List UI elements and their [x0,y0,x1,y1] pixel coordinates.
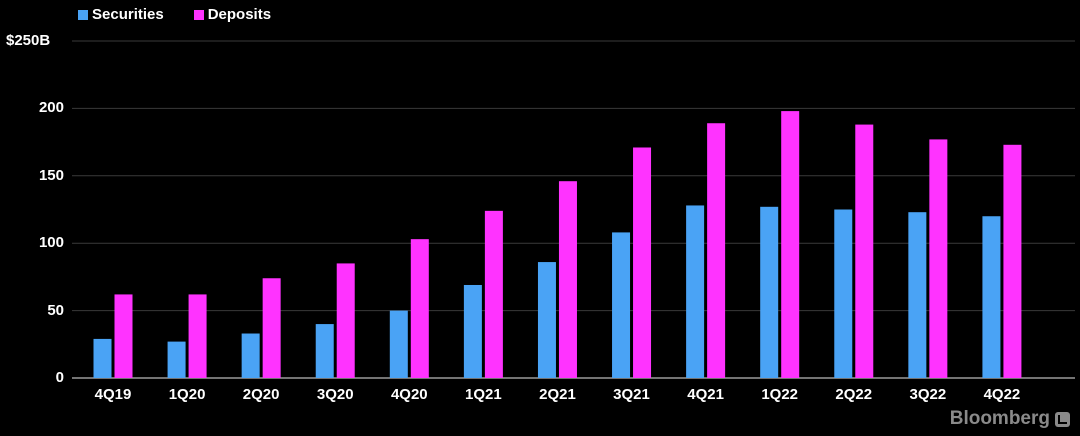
x-tick-label: 4Q19 [95,386,132,403]
x-tick-label: 3Q20 [317,386,354,403]
x-tick-label: 4Q22 [984,386,1021,403]
bar-deposits-2q22 [855,124,874,379]
legend-item-securities: Securities [78,6,164,23]
legend-label-deposits: Deposits [207,6,272,23]
bar-deposits-3q21 [633,147,652,378]
bar-securities-4q19 [93,338,112,378]
bar-deposits-4q22 [1003,144,1022,378]
source-branding: Bloomberg [950,408,1070,430]
bar-securities-3q22 [908,212,927,378]
bar-securities-1q20 [167,341,186,378]
x-tick-label: 4Q21 [687,386,724,403]
bloomberg-logo-icon [1055,411,1070,427]
legend-swatch-securities [78,9,88,20]
legend: Securities Deposits [78,6,271,23]
x-tick-label: 1Q21 [465,386,502,403]
bar-securities-3q20 [315,324,334,378]
legend-item-deposits: Deposits [193,6,272,23]
legend-label-securities: Securities [92,6,164,23]
x-tick-label: 4Q20 [391,386,428,403]
bar-deposits-2q21 [558,181,577,378]
bar-deposits-3q22 [929,139,948,378]
bar-deposits-4q20 [410,239,429,378]
x-tick-label: 2Q22 [835,386,872,403]
bar-securities-4q21 [686,205,705,378]
y-tick-label: 150 [38,166,64,184]
x-tick-label: 1Q22 [761,386,798,403]
x-tick-label: 2Q20 [243,386,280,403]
x-tick-label: 1Q20 [169,386,206,403]
bar-deposits-1q22 [781,111,800,378]
source-label: Bloomberg [949,408,1050,429]
y-tick-label: 50 [47,301,64,319]
bar-deposits-4q21 [707,123,726,378]
bar-securities-1q22 [760,206,779,378]
legend-swatch-deposits [193,9,204,20]
bar-deposits-1q20 [188,294,207,378]
y-tick-label: 200 [38,99,64,117]
x-tick-label: 2Q21 [539,386,576,403]
bar-securities-3q21 [612,232,631,378]
bar-securities-2q21 [537,262,556,378]
bar-deposits-2q20 [262,278,281,378]
bar-deposits-3q20 [336,263,355,378]
bar-securities-2q22 [834,209,853,378]
bar-securities-4q22 [982,216,1001,378]
y-axis-top-label: $250B [6,32,51,49]
x-tick-label: 3Q21 [613,386,650,403]
bar-securities-1q21 [463,284,482,378]
y-tick-label: 100 [38,234,64,252]
bar-deposits-4q19 [114,294,133,378]
bar-securities-2q20 [241,333,260,378]
y-tick-label: 0 [55,369,64,386]
bar-deposits-1q21 [484,210,503,378]
x-tick-label: 3Q22 [909,386,946,403]
bar-securities-4q20 [389,310,408,378]
